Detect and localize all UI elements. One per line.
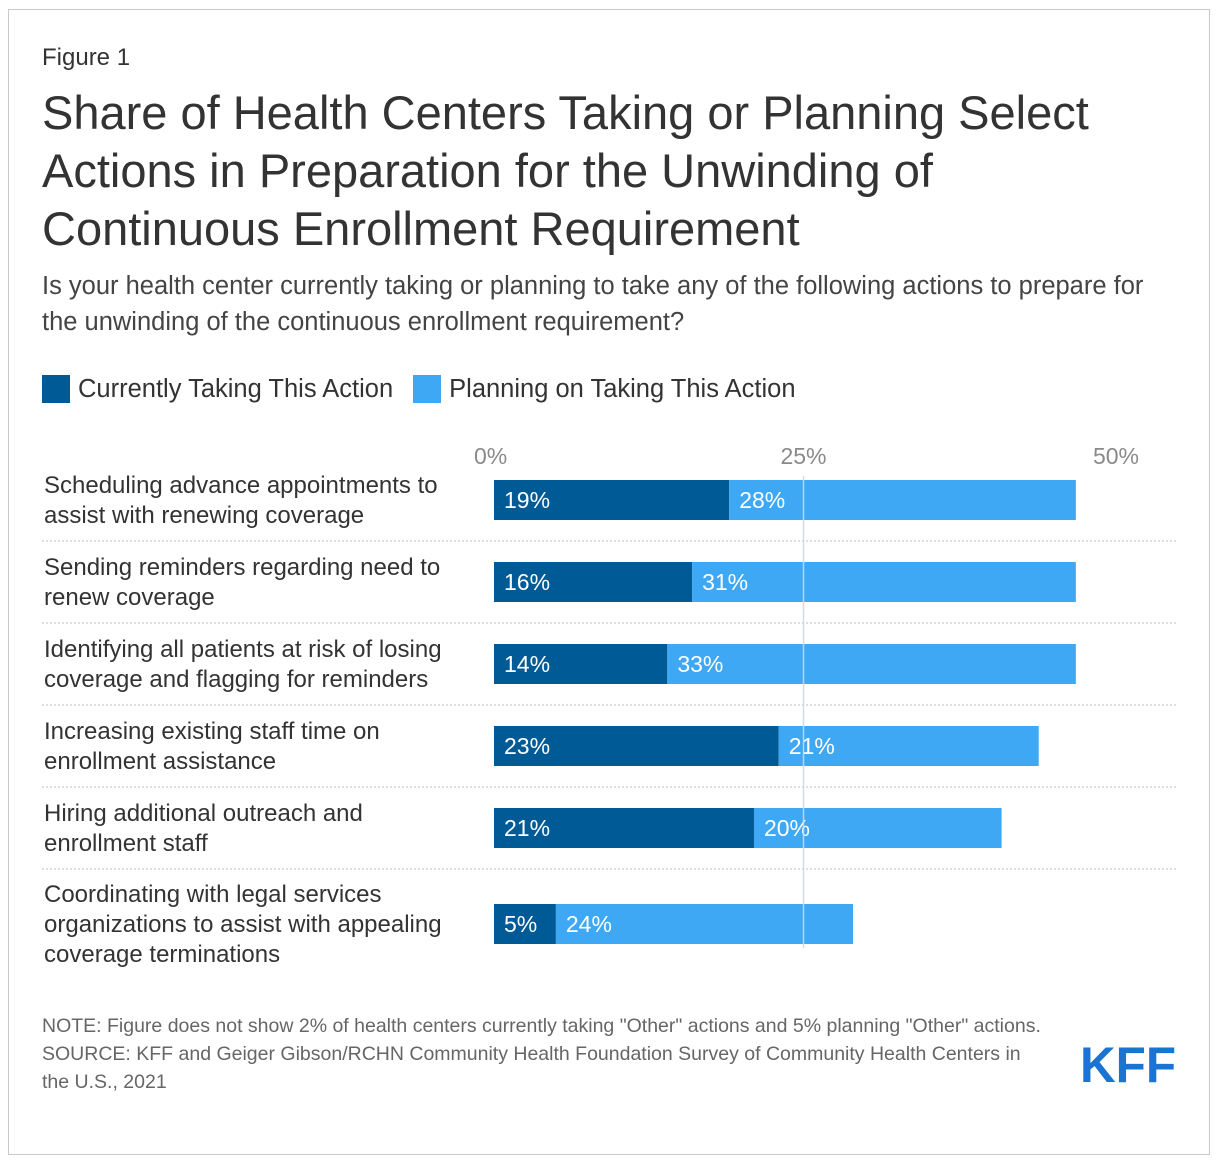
data-label-current: 23%	[504, 733, 550, 759]
data-label-current: 14%	[504, 651, 550, 677]
category-label: Sending reminders regarding need to renew…	[44, 554, 440, 611]
category-label-line: Identifying all patients at risk of losi…	[44, 636, 442, 663]
chart-subtitle: Is your health center currently taking o…	[42, 272, 1144, 336]
bar-current	[494, 562, 693, 602]
kff-logo: KFF	[1080, 1042, 1176, 1086]
data-label-current: 21%	[504, 815, 550, 841]
category-label: Increasing existing staff time on enrollm…	[44, 718, 380, 775]
note-text: NOTE: Figure does not show 2% of health …	[42, 1015, 1041, 1037]
data-label-current: 19%	[504, 487, 550, 513]
bar-current	[494, 644, 668, 684]
category-label-line: Coordinating with legal services	[44, 881, 382, 908]
category-label-line: coverage and flagging for reminders	[44, 666, 428, 693]
source-text: SOURCE: KFF and Geiger Gibson/RCHN Commu…	[42, 1043, 1021, 1093]
category-label-line: assist with renewing coverage	[44, 502, 364, 529]
bar-chart: 0% 25% 50% Scheduling advance appointments …	[42, 443, 1176, 968]
category-label: Scheduling advance appointments to assist…	[44, 472, 438, 529]
kff-logo-text: KFF	[1080, 1042, 1176, 1086]
category-label-line: renew coverage	[44, 584, 215, 611]
category-label: Coordinating with legal services organiza…	[44, 881, 442, 968]
legend-item-planning: Planning on Taking This Action	[413, 374, 796, 404]
category-label-line: Scheduling advance appointments to	[44, 472, 438, 499]
legend-swatch-current	[42, 375, 70, 403]
category-label-line: Sending reminders regarding need to	[44, 554, 440, 581]
footnotes: NOTE: Figure does not show 2% of health …	[42, 1012, 1052, 1096]
bar-planning	[692, 562, 1076, 602]
bar-current	[494, 808, 754, 848]
category-label-line: enrollment staff	[44, 830, 208, 857]
data-label-current: 5%	[504, 911, 537, 937]
x-tick-label: 50%	[1093, 443, 1139, 469]
legend-item-current: Currently Taking This Action	[42, 375, 393, 404]
data-label-planning: 24%	[566, 911, 612, 937]
category-label-line: organizations to assist with appealing	[44, 911, 442, 938]
data-label-planning: 31%	[702, 569, 748, 595]
category-label: Identifying all patients at risk of losi…	[44, 636, 442, 693]
bar-current	[494, 480, 730, 520]
x-tick-label: 0%	[474, 443, 507, 469]
data-label-current: 16%	[504, 569, 550, 595]
figure-label: Figure 1	[42, 44, 131, 71]
x-tick-label: 25%	[780, 443, 826, 469]
legend-swatch-planning	[413, 375, 442, 403]
chart-title: Share of Health Centers Taking or Planni…	[42, 86, 1089, 255]
bar-planning	[753, 808, 1002, 848]
category-label-line: Increasing existing staff time on	[44, 718, 380, 745]
category-label-line: Hiring additional outreach and	[44, 800, 363, 827]
legend-label-planning: Planning on Taking This Action	[449, 374, 796, 403]
bar-planning	[729, 480, 1076, 520]
legend-label-current: Currently Taking This Action	[78, 374, 394, 403]
bar-current	[494, 726, 779, 766]
bar-current	[494, 904, 556, 944]
data-label-planning: 33%	[677, 651, 723, 677]
category-label: Hiring additional outreach and enrollment…	[44, 800, 363, 857]
category-label-line: enrollment assistance	[44, 748, 276, 775]
data-label-planning: 28%	[739, 487, 785, 513]
data-label-planning: 21%	[789, 733, 835, 759]
category-label-line: coverage terminations	[44, 941, 280, 968]
legend: Currently Taking This Action Planning on…	[42, 372, 816, 406]
bar-planning	[667, 644, 1076, 684]
data-label-planning: 20%	[764, 815, 810, 841]
figure-frame	[8, 9, 1210, 1155]
bar-planning	[778, 726, 1039, 766]
